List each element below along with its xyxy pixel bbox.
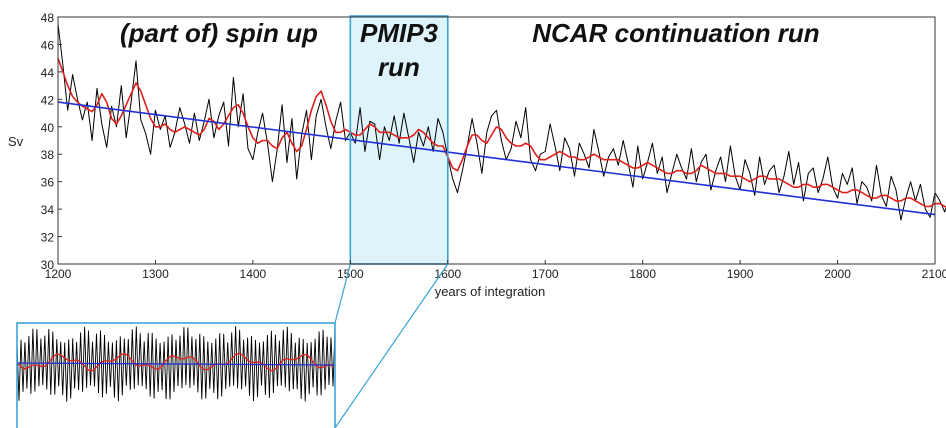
y-tick-label: 38 <box>41 148 55 162</box>
annotation-ncar-continuation: NCAR continuation run <box>532 18 819 48</box>
x-tick-label: 2100 <box>922 267 946 281</box>
x-tick-label: 2000 <box>824 267 851 281</box>
x-tick-label: 1800 <box>629 267 656 281</box>
plot-frame <box>57 16 936 265</box>
y-tick-label: 32 <box>41 231 55 245</box>
raw-series-line <box>57 23 946 221</box>
x-axis-label: years of integration <box>435 284 546 299</box>
y-tick-label: 30 <box>41 258 55 272</box>
x-tick-label: 1500 <box>337 267 364 281</box>
y-tick-label: 46 <box>41 38 55 52</box>
zoom-connector-right <box>334 263 449 428</box>
y-axis-ticks: 30 32 34 36 38 40 42 44 46 48 <box>41 11 62 272</box>
x-axis-ticks: 1200 1300 1400 1500 1600 1700 1800 1900 2000 2100 <box>45 260 946 281</box>
annotation-run: run <box>378 52 420 82</box>
zoom-inset-border <box>16 322 336 428</box>
y-tick-label: 40 <box>41 121 55 135</box>
zoom-connector-left <box>334 263 351 324</box>
x-tick-label: 1600 <box>434 267 461 281</box>
x-tick-label: 1900 <box>727 267 754 281</box>
y-tick-label: 44 <box>41 66 55 80</box>
trend-series-line <box>57 101 936 216</box>
y-tick-label: 42 <box>41 93 55 107</box>
x-tick-label: 1700 <box>532 267 559 281</box>
series-layer <box>57 23 946 221</box>
y-tick-label: 48 <box>41 11 55 25</box>
annotation-pmip3: PMIP3 <box>360 18 439 48</box>
x-tick-label: 1200 <box>45 267 72 281</box>
x-tick-label: 1300 <box>142 267 169 281</box>
inset-raw-line <box>17 326 335 402</box>
zoom-inset <box>16 322 336 428</box>
inset-smoothed-line <box>17 352 335 372</box>
annotation-spin-up: (part of) spin up <box>120 18 318 48</box>
y-tick-label: 34 <box>41 203 55 217</box>
y-axis-label: Sv <box>8 134 24 149</box>
smoothed-series-line <box>57 57 946 209</box>
inset-trend-line <box>17 362 335 366</box>
x-tick-label: 1400 <box>240 267 267 281</box>
y-tick-label: 36 <box>41 176 55 190</box>
